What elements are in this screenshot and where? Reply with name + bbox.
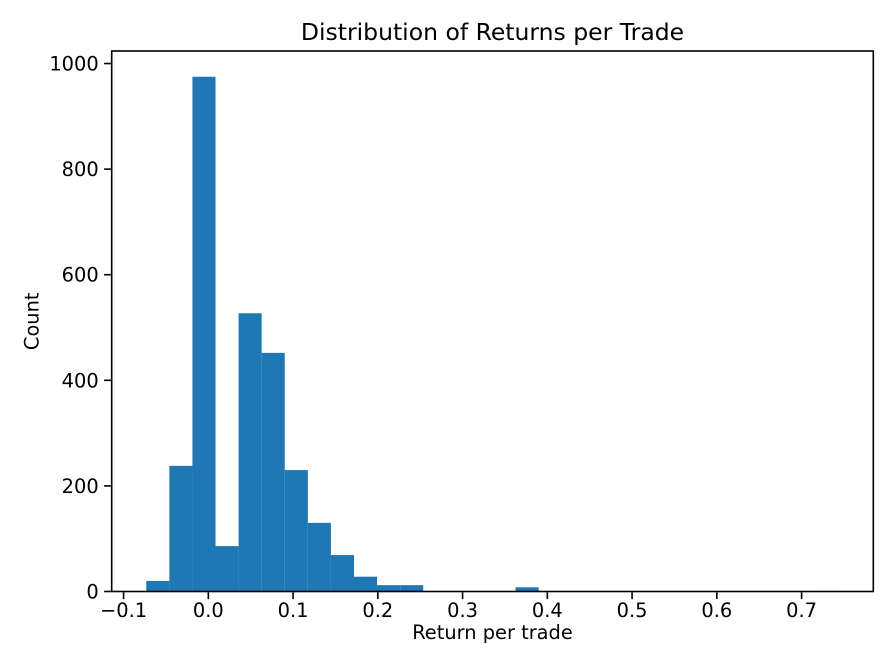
- x-tick-label: 0.1: [278, 599, 309, 622]
- x-tick-label: 0.7: [786, 599, 817, 622]
- y-tick-label: 600: [62, 264, 99, 287]
- y-tick-label: 400: [62, 369, 99, 392]
- x-tick-label: −0.1: [100, 599, 147, 622]
- histogram-bar-11: [400, 585, 424, 592]
- x-tick-label: 0.5: [617, 599, 648, 622]
- x-tick-label: 0.6: [701, 599, 732, 622]
- histogram-bars: [146, 76, 839, 592]
- y-axis-label: Count: [21, 292, 44, 350]
- x-tick-label: 0.2: [362, 599, 393, 622]
- histogram-bar-7: [307, 522, 331, 592]
- plot-frame: [110, 50, 875, 593]
- y-tick-label: 800: [62, 158, 99, 181]
- histogram-bar-5: [261, 352, 285, 592]
- histogram-bar-0: [146, 580, 170, 592]
- x-tick-label: 0.3: [447, 599, 478, 622]
- x-tick-label: 0.0: [193, 599, 224, 622]
- y-tick-label: 0: [86, 581, 98, 604]
- histogram-bar-6: [284, 470, 308, 592]
- histogram-bar-16: [515, 587, 539, 592]
- histogram-bar-2: [192, 76, 216, 592]
- histogram-bar-9: [353, 576, 378, 592]
- histogram-bar-10: [377, 585, 401, 592]
- y-axis-ticks: 0 200 400 600 800 1000: [49, 53, 111, 604]
- histogram-bar-8: [330, 555, 354, 592]
- chart-title: Distribution of Returns per Trade: [301, 18, 684, 46]
- histogram-bar-4: [238, 313, 262, 592]
- histogram-bar-3: [215, 546, 239, 592]
- x-tick-label: 0.4: [532, 599, 563, 622]
- y-tick-label: 1000: [49, 53, 98, 76]
- x-axis-label: Return per trade: [412, 621, 573, 644]
- x-axis-ticks: −0.1 0.0 0.1 0.2 0.3 0.4 0.5 0.6 0.7: [100, 592, 817, 622]
- y-tick-label: 200: [62, 475, 99, 498]
- histogram-bar-1: [169, 465, 193, 592]
